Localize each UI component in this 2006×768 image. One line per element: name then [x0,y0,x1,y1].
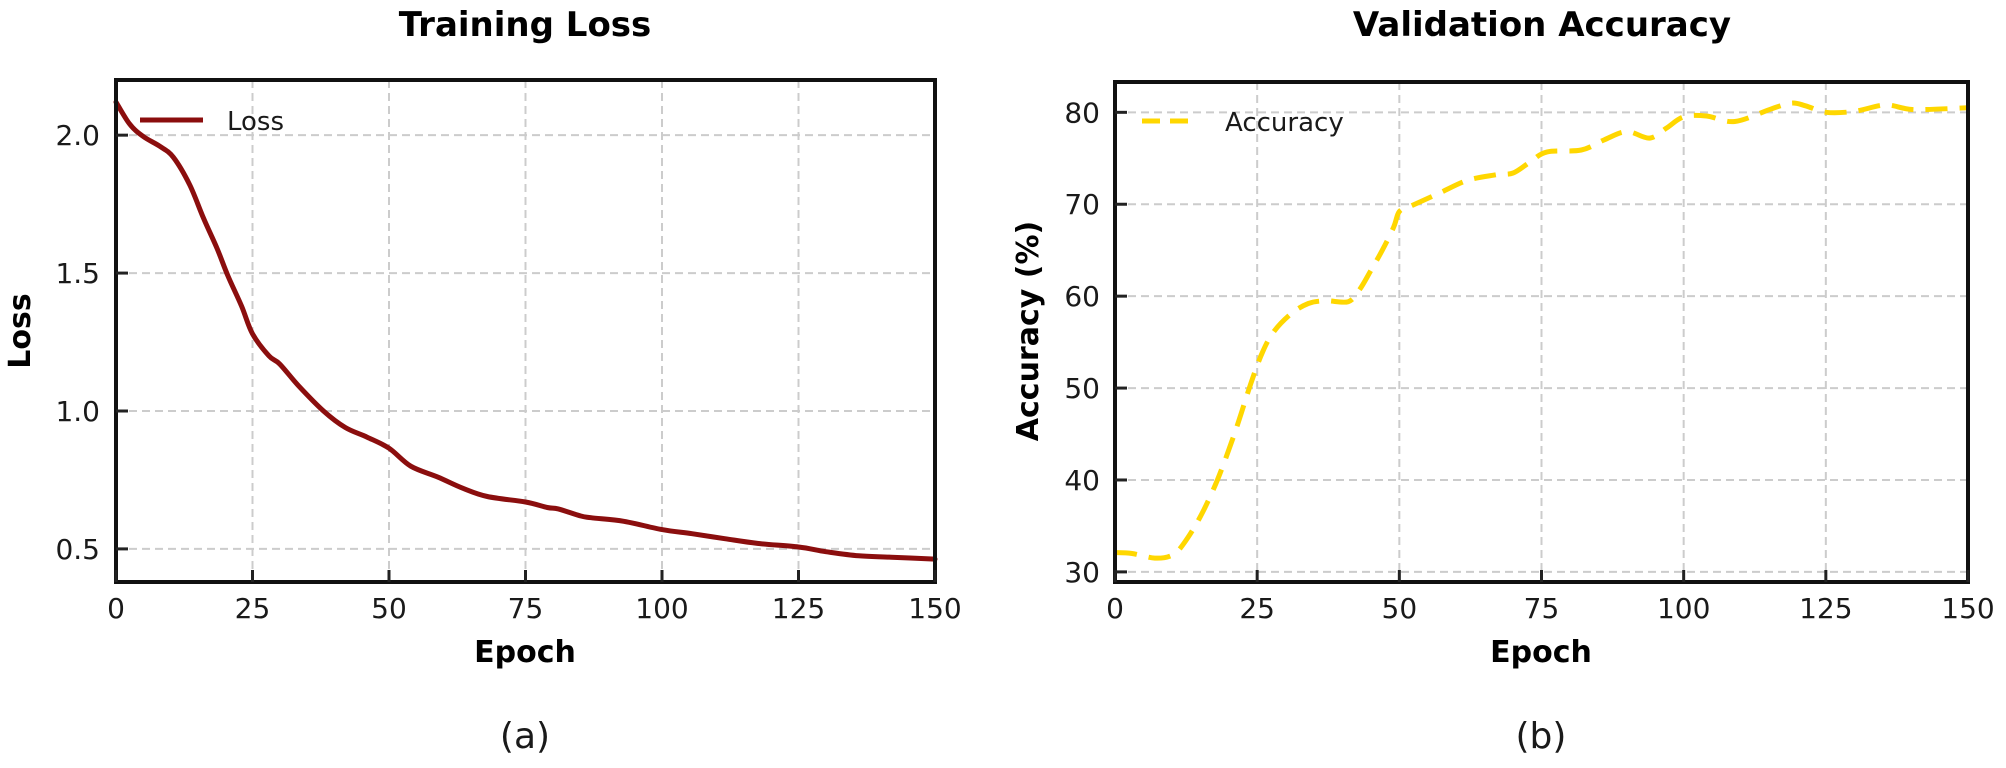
x-axis-label: Epoch [474,635,576,670]
training-loss-panel: Training Loss 0 25 50 75 100 125 150 0.5 1.0 1.5 2… [3,5,962,757]
legend: Loss [140,107,284,137]
y-axis-label: Accuracy (%) [1011,221,1046,441]
y-tick-label: 0.5 [55,533,100,566]
validation-accuracy-panel: Validation Accuracy 0 25 50 75 100 125 150 30 40… [1011,5,1995,757]
loss-line [113,99,938,562]
x-axis-label: Epoch [1490,635,1592,670]
y-tick-label: 1.0 [55,395,100,428]
axis-ticks: 0 25 50 75 100 125 150 30 40 50 60 70 80 [1064,96,1994,625]
x-tick-label: 125 [1799,592,1852,625]
grid [1115,82,1968,582]
x-tick-label: 100 [635,592,688,625]
y-tick-label: 2.0 [55,119,100,152]
legend-label-loss: Loss [227,107,284,137]
y-tick-label: 30 [1064,556,1100,589]
legend-label-accuracy: Accuracy [1225,108,1344,138]
axis-ticks: 0 25 50 75 100 125 150 0.5 1.0 1.5 2.0 [55,119,961,625]
chart-title: Validation Accuracy [1353,5,1731,45]
x-tick-label: 125 [772,592,825,625]
legend: Accuracy [1142,108,1344,138]
y-tick-label: 70 [1064,188,1100,221]
chart-title: Training Loss [399,5,652,45]
grid [116,80,935,582]
x-tick-label: 25 [235,592,271,625]
y-tick-label: 40 [1064,464,1100,497]
y-tick-label: 1.5 [55,257,100,290]
y-tick-label: 50 [1064,372,1100,405]
x-tick-label: 50 [371,592,407,625]
panel-label-a: (a) [500,716,550,757]
x-tick-label: 150 [908,592,961,625]
panel-label-b: (b) [1516,716,1567,757]
x-tick-label: 0 [107,592,125,625]
y-tick-label: 80 [1064,96,1100,129]
x-tick-label: 75 [508,592,544,625]
x-tick-label: 100 [1657,592,1710,625]
accuracy-line [1114,100,1969,561]
x-tick-label: 50 [1382,592,1418,625]
x-tick-label: 75 [1524,592,1560,625]
y-tick-label: 60 [1064,280,1100,313]
x-tick-label: 25 [1239,592,1275,625]
x-tick-label: 0 [1106,592,1124,625]
y-axis-label: Loss [3,293,38,368]
x-tick-label: 150 [1941,592,1994,625]
